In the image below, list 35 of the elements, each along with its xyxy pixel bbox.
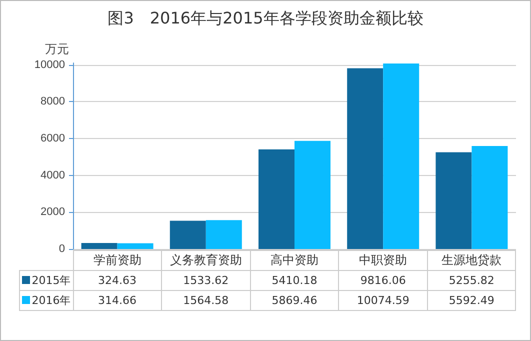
data-label: 5410.18 bbox=[250, 270, 339, 290]
y-tick-label: 0 bbox=[58, 243, 65, 255]
x-tick-label: 生源地贷款 bbox=[427, 250, 516, 270]
y-axis-title: 万元 bbox=[45, 42, 69, 56]
bar bbox=[258, 149, 294, 249]
bar bbox=[436, 152, 472, 249]
y-tick-label: 2000 bbox=[40, 206, 65, 218]
data-label: 324.63 bbox=[73, 270, 162, 290]
legend-label: 2015年 bbox=[20, 270, 73, 290]
data-label: 5255.82 bbox=[427, 270, 516, 290]
bar bbox=[472, 146, 508, 249]
data-label: 1533.62 bbox=[162, 270, 250, 290]
x-tick-label: 中职资助 bbox=[338, 250, 428, 270]
data-label: 1564.58 bbox=[162, 290, 250, 310]
chart-title: 图3 2016年与2015年各学段资助金额比较 bbox=[108, 8, 424, 28]
y-tick-label: 6000 bbox=[40, 132, 65, 145]
bar bbox=[206, 220, 242, 249]
bar bbox=[81, 243, 118, 249]
x-tick-label: 学前资助 bbox=[73, 250, 162, 270]
data-label: 314.66 bbox=[73, 290, 162, 310]
data-label: 5869.46 bbox=[250, 290, 339, 310]
data-label: 9816.06 bbox=[338, 270, 428, 290]
bar bbox=[170, 220, 206, 249]
bar bbox=[347, 68, 384, 249]
legend-label: 2016年 bbox=[20, 290, 73, 310]
y-tick-label: 8000 bbox=[40, 96, 65, 108]
data-label: 10074.59 bbox=[338, 290, 428, 310]
x-tick-label: 义务教育资助 bbox=[162, 250, 250, 270]
x-tick-label: 高中资助 bbox=[250, 250, 339, 270]
y-tick-label: 10000 bbox=[34, 58, 65, 71]
y-tick-label: 4000 bbox=[40, 169, 65, 182]
bar bbox=[294, 140, 330, 249]
bar bbox=[383, 63, 420, 249]
bar bbox=[117, 243, 154, 249]
data-label: 5592.49 bbox=[427, 290, 516, 310]
